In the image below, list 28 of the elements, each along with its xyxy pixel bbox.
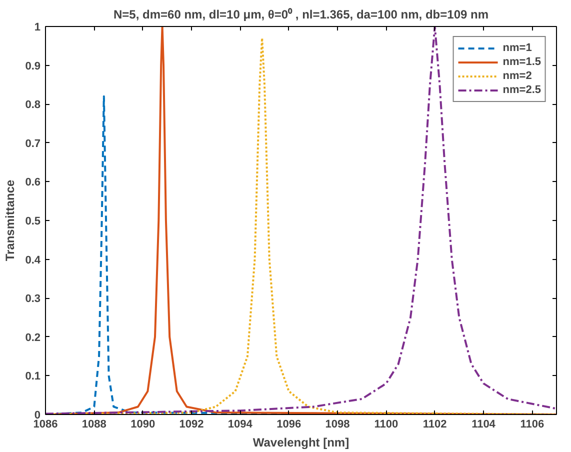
x-tick-label: 1086 [33, 418, 58, 430]
x-tick-label: 1094 [228, 418, 254, 430]
legend-label: nm=1.5 [502, 55, 541, 69]
x-axis-title: Wavelenght [nm] [252, 436, 350, 450]
y-tick-label: 0.4 [25, 254, 42, 266]
y-axis-title: Transmittance [3, 179, 18, 262]
x-tick-label: 1102 [422, 418, 447, 430]
y-tick-label: 0.2 [25, 332, 41, 344]
x-tick-label: 1104 [472, 418, 496, 430]
legend-label: nm=2 [502, 69, 532, 83]
x-tick-label: 1096 [276, 418, 302, 430]
legend-label: nm=2.5 [502, 83, 541, 97]
chart-title: N=5, dm=60 nm, dl=10 μm, θ=0⁰ , nl=1.365, da=100 nm, db=109 nm [114, 8, 489, 22]
y-tick-label: 0.8 [25, 99, 41, 112]
x-tick-label: 1092 [179, 418, 204, 430]
x-tick-label: 1098 [325, 418, 350, 430]
y-tick-label: 0.5 [25, 216, 41, 228]
y-tick-label: 0.9 [25, 60, 41, 72]
x-tick-label: 1100 [374, 418, 398, 430]
x-tick-label: 1106 [520, 418, 544, 430]
x-tick-label: 1088 [82, 418, 106, 430]
x-tick-label: 1090 [130, 418, 156, 430]
y-tick-label: 1 [34, 22, 41, 34]
legend-label: nm=1 [502, 41, 532, 55]
y-tick-label: 0.6 [25, 176, 41, 189]
y-tick-label: 0.3 [25, 293, 41, 306]
y-tick-label: 0.1 [25, 370, 41, 383]
y-tick-label: 0.7 [25, 138, 41, 150]
